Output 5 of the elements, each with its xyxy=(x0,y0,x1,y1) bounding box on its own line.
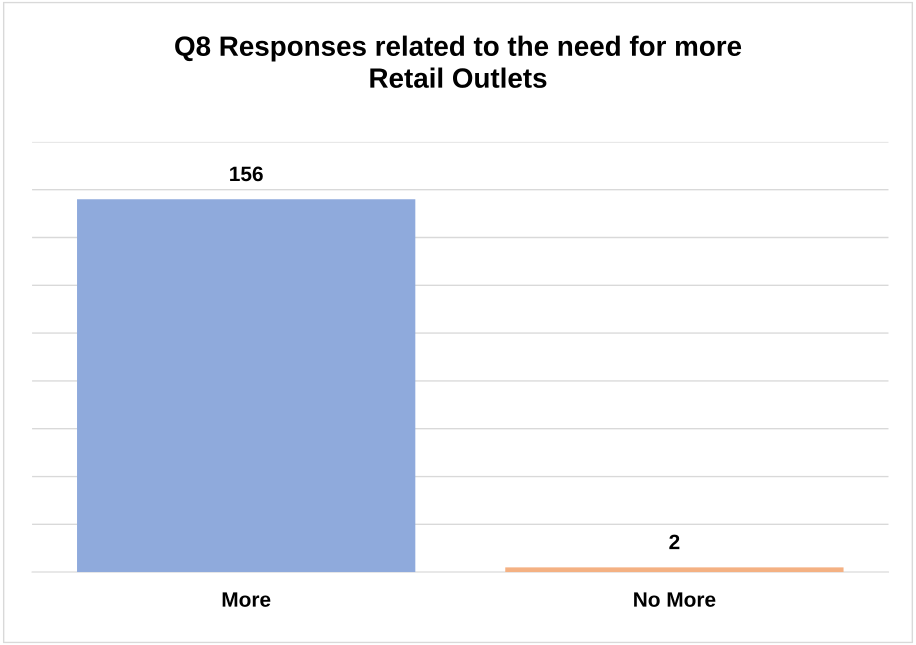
x-tick-label: No More xyxy=(634,592,716,607)
data-label: 2 xyxy=(669,534,680,550)
chart-title: Q8 Responses related to the need for more Retail Outlets xyxy=(175,36,742,88)
data-label: 156 xyxy=(230,166,263,182)
x-tick-label: More xyxy=(222,592,270,607)
